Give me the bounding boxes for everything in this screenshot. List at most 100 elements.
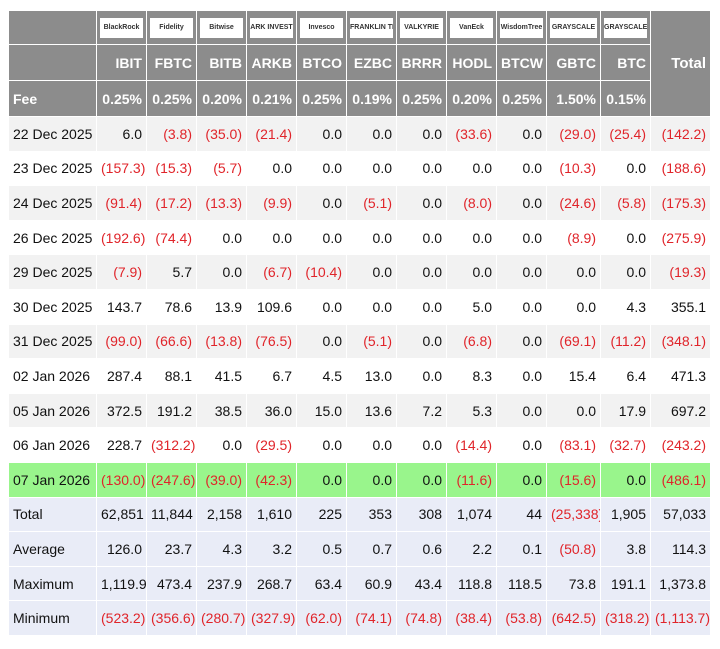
flow-value: 0.0 [296, 150, 347, 187]
flow-value: (157.3) [96, 150, 147, 187]
fee: 0.20% [446, 80, 497, 117]
flow-value: 0.0 [296, 323, 347, 360]
flow-value: 6.4 [600, 358, 651, 394]
flow-value: 3.2 [246, 531, 297, 567]
brand-logo: VanEck [450, 17, 493, 38]
row-label: Average [8, 531, 97, 567]
ticker: EZBC [346, 44, 397, 81]
flow-value: 4.5 [296, 358, 347, 394]
flow-value: 0.0 [396, 185, 447, 221]
row-label: 06 Jan 2026 [8, 427, 97, 463]
flow-value: 0.0 [296, 461, 347, 498]
ticker: HODL [446, 44, 497, 81]
flow-value: 17.9 [600, 392, 651, 429]
flow-value: 0.5 [296, 531, 347, 567]
day-row: 23 Dec 2025 (157.3) (15.3) (5.7) 0.0 0.0 0.0 0.… [8, 150, 711, 187]
flow-value: 0.0 [496, 150, 547, 187]
flow-value: (348.1) [650, 323, 711, 360]
row-label: 23 Dec 2025 [8, 150, 97, 187]
flow-value: 0.0 [196, 254, 247, 290]
flow-value: 60.9 [346, 565, 397, 602]
flow-value: (318.2) [600, 600, 651, 636]
flows-table: BlackRock Fidelity Bitwise ARK INVEST Invesc… [8, 10, 711, 636]
flow-value: (5.7) [196, 150, 247, 187]
flow-value: (50.8) [546, 531, 601, 567]
row-label: 07 Jan 2026 [8, 461, 97, 498]
day-row: 02 Jan 2026 287.4 88.1 41.5 6.7 4.5 13.0 0.0 8.3… [8, 358, 711, 394]
flow-value: (62.0) [296, 600, 347, 636]
flow-value: (25,338) [546, 496, 601, 533]
flow-value: 0.0 [396, 116, 447, 152]
brand-logo: ARK INVEST [250, 17, 293, 38]
flow-value: (280.7) [196, 600, 247, 636]
flow-value: 5.7 [146, 254, 197, 290]
flow-value: (91.4) [96, 185, 147, 221]
day-row: 30 Dec 2025 143.7 78.6 13.9 109.6 0.0 0.0 0.0 5.… [8, 288, 711, 325]
flow-value: 0.0 [496, 427, 547, 463]
flow-value: 11,844 [146, 496, 197, 533]
flow-value: 143.7 [96, 288, 147, 325]
flow-value: (10.4) [296, 254, 347, 290]
flow-value: 0.0 [296, 185, 347, 221]
flow-value: 13.6 [346, 392, 397, 429]
logo-cell: GRAYSCALE [546, 10, 601, 45]
logo-cell: ARK INVEST [246, 10, 297, 45]
flow-value: (192.6) [96, 219, 147, 256]
flow-value: 78.6 [146, 288, 197, 325]
brand-logo: GRAYSCALE [604, 17, 647, 38]
flow-value: (15.3) [146, 150, 197, 187]
flow-value: (523.2) [96, 600, 147, 636]
logo-cell: Invesco [296, 10, 347, 45]
flow-value: 41.5 [196, 358, 247, 394]
row-label: 24 Dec 2025 [8, 185, 97, 221]
row-label: 26 Dec 2025 [8, 219, 97, 256]
flow-value: (76.5) [246, 323, 297, 360]
flow-value: 0.0 [346, 254, 397, 290]
ticker: FBTC [146, 44, 197, 81]
flow-value: 0.0 [546, 392, 601, 429]
brand-logo: Invesco [300, 17, 343, 38]
summary-row: Average 126.0 23.7 4.3 3.2 0.5 0.7 0.6 2.2 0.1 (50… [8, 531, 711, 567]
row-label: 22 Dec 2025 [8, 116, 97, 152]
fee: 0.25% [296, 80, 347, 117]
flow-value: 0.0 [396, 323, 447, 360]
flow-value: 4.3 [196, 531, 247, 567]
flow-value: (6.7) [246, 254, 297, 290]
flow-value: 3.8 [600, 531, 651, 567]
flow-value: 0.0 [600, 219, 651, 256]
flow-value: (53.8) [496, 600, 547, 636]
flow-value: 0.1 [496, 531, 547, 567]
flow-value: (29.0) [546, 116, 601, 152]
flow-value: (275.9) [650, 219, 711, 256]
flow-value: 118.8 [446, 565, 497, 602]
flow-value: 0.0 [496, 185, 547, 221]
flow-value: 15.4 [546, 358, 601, 394]
flow-value: (5.1) [346, 185, 397, 221]
flow-value: (642.5) [546, 600, 601, 636]
flow-value: 0.0 [396, 461, 447, 498]
flow-value: (9.9) [246, 185, 297, 221]
flow-value: (5.1) [346, 323, 397, 360]
flow-value: 0.6 [396, 531, 447, 567]
row-label: Total [8, 496, 97, 533]
row-label: Minimum [8, 600, 97, 636]
flow-value: 0.0 [446, 254, 497, 290]
flow-value: 697.2 [650, 392, 711, 429]
flow-value: 228.7 [96, 427, 147, 463]
flow-value: (14.4) [446, 427, 497, 463]
ticker: BTC [600, 44, 651, 81]
fee: 0.25% [496, 80, 547, 117]
flow-value: 0.0 [396, 150, 447, 187]
flow-value: 353 [346, 496, 397, 533]
flow-value: (66.6) [146, 323, 197, 360]
flow-value: (32.7) [600, 427, 651, 463]
flow-value: 225 [296, 496, 347, 533]
flow-value: (25.4) [600, 116, 651, 152]
flow-value: (17.2) [146, 185, 197, 221]
row-label: 31 Dec 2025 [8, 323, 97, 360]
flow-value: 0.0 [600, 150, 651, 187]
flow-value: 237.9 [196, 565, 247, 602]
flow-value: 268.7 [246, 565, 297, 602]
flow-value: 1,074 [446, 496, 497, 533]
